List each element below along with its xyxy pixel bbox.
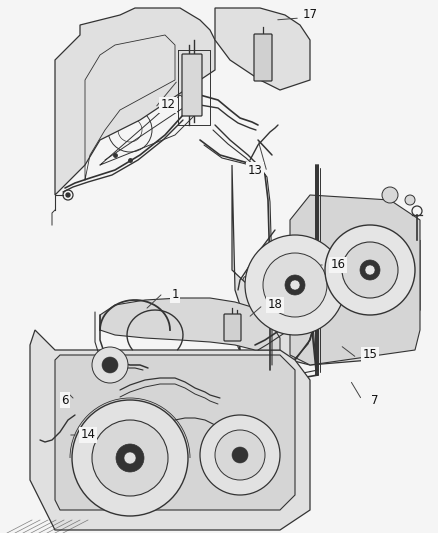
- Circle shape: [365, 265, 375, 275]
- Polygon shape: [232, 165, 420, 365]
- Circle shape: [72, 400, 188, 516]
- Circle shape: [92, 347, 128, 383]
- Circle shape: [382, 187, 398, 203]
- FancyBboxPatch shape: [182, 54, 202, 116]
- Polygon shape: [30, 330, 310, 530]
- Circle shape: [124, 452, 136, 464]
- Circle shape: [66, 193, 70, 197]
- Polygon shape: [55, 8, 215, 195]
- Text: 17: 17: [303, 9, 318, 21]
- Text: 13: 13: [247, 164, 262, 176]
- Text: 14: 14: [81, 429, 95, 441]
- Polygon shape: [215, 8, 310, 90]
- Circle shape: [232, 447, 248, 463]
- Circle shape: [200, 415, 280, 495]
- Text: 7: 7: [371, 393, 379, 407]
- Circle shape: [405, 195, 415, 205]
- Text: 6: 6: [61, 393, 69, 407]
- Text: 1: 1: [171, 288, 179, 302]
- Polygon shape: [55, 355, 295, 510]
- Text: 18: 18: [268, 298, 283, 311]
- Polygon shape: [290, 195, 420, 365]
- Polygon shape: [100, 298, 280, 350]
- Circle shape: [342, 242, 398, 298]
- Circle shape: [215, 430, 265, 480]
- Circle shape: [263, 253, 327, 317]
- Circle shape: [116, 444, 144, 472]
- FancyBboxPatch shape: [224, 314, 241, 341]
- Circle shape: [245, 235, 345, 335]
- Circle shape: [360, 260, 380, 280]
- Circle shape: [325, 225, 415, 315]
- Circle shape: [285, 275, 305, 295]
- Circle shape: [92, 420, 168, 496]
- Text: 15: 15: [363, 349, 378, 361]
- Text: 16: 16: [331, 259, 346, 271]
- Text: 12: 12: [160, 99, 176, 111]
- Circle shape: [290, 280, 300, 290]
- FancyBboxPatch shape: [254, 34, 272, 81]
- Circle shape: [102, 357, 118, 373]
